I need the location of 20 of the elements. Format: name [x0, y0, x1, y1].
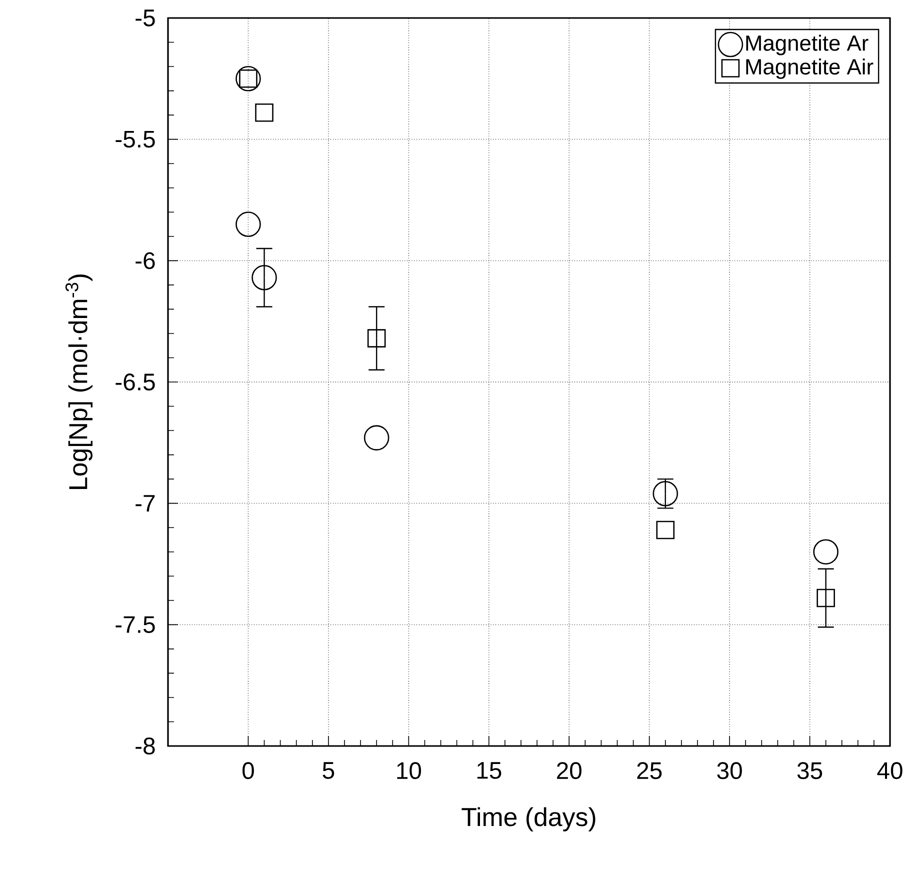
x-tick-label: 15 [477, 762, 502, 779]
x-tick-label: 20 [557, 762, 582, 780]
x-tick-label: 10 [397, 762, 422, 780]
x-tick-label: 5 [322, 762, 334, 779]
x-tick-label: 0 [242, 762, 254, 780]
y-tick-label: -6 [136, 252, 155, 270]
y-tick-label: -8 [136, 738, 155, 754]
y-axis-title: Log[Np] (mol·dm$^{-3}$) [65, 274, 92, 489]
y-tick-label: -5 [136, 10, 155, 26]
x-tick-label: 35 [797, 762, 822, 780]
x-tick-label: 40 [877, 762, 902, 780]
y-tick-label: -5.5 [116, 130, 155, 148]
legend-label: Magnetite Air [746, 58, 874, 79]
x-axis-title: Time (days) [462, 807, 596, 832]
y-tick-label: -7.5 [116, 616, 155, 634]
x-tick-label: 25 [637, 762, 662, 780]
y-tick-label: -6.5 [116, 374, 155, 390]
legend-label: Magnetite Ar [746, 34, 868, 56]
y-tick-label: -7 [136, 495, 155, 512]
x-tick-label: 30 [717, 762, 742, 780]
